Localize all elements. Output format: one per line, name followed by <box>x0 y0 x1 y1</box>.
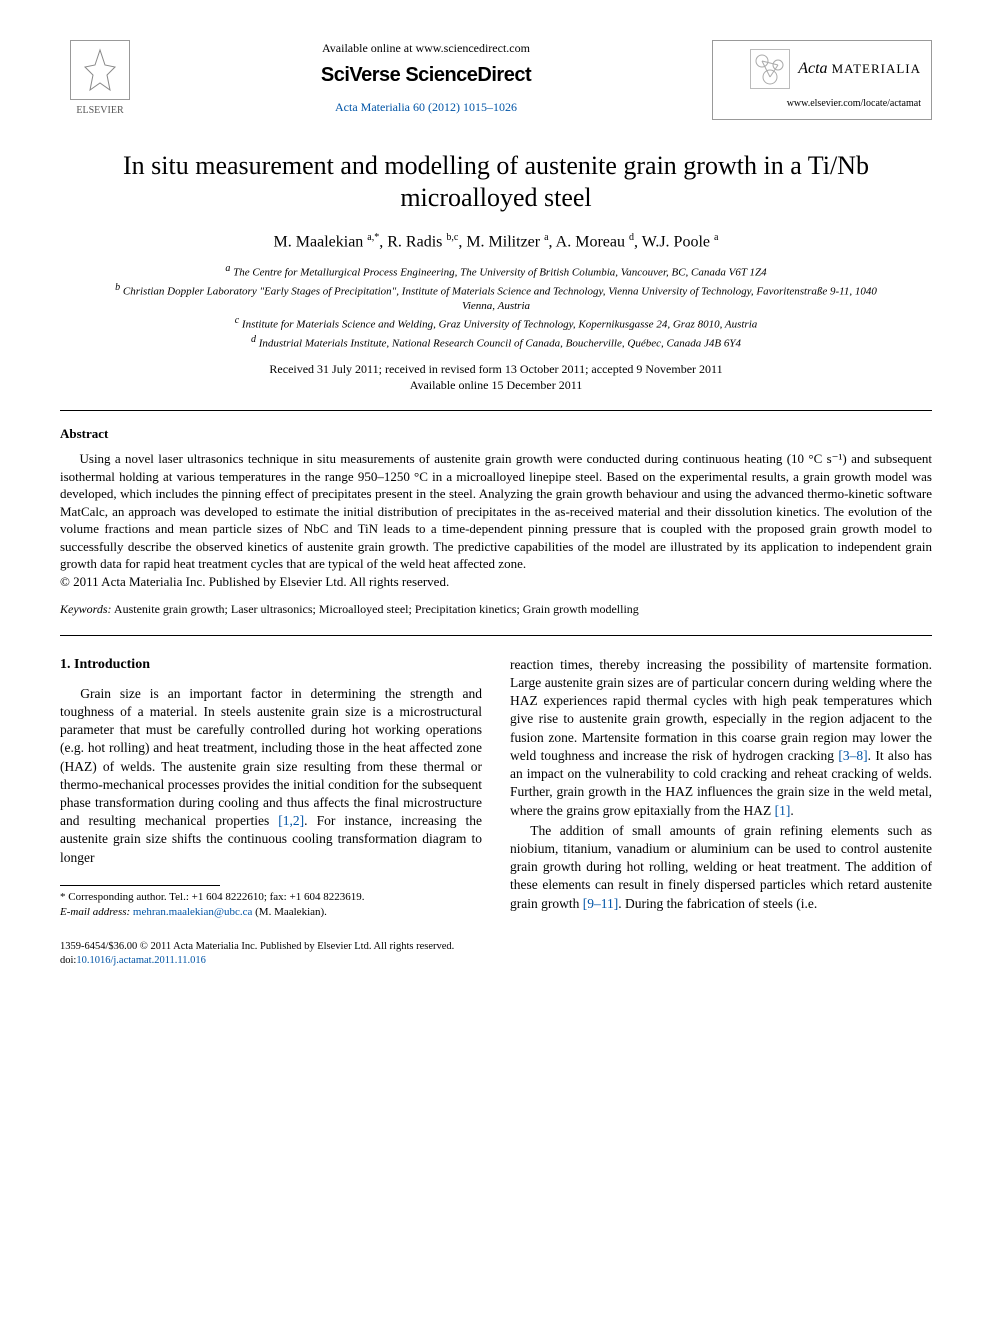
doi-label: doi: <box>60 955 76 966</box>
section-1-heading: 1. Introduction <box>60 656 482 675</box>
journal-name-italic: Acta <box>798 60 827 77</box>
elsevier-tree-icon <box>70 40 130 100</box>
page-footer: 1359-6454/$36.00 © 2011 Acta Materialia … <box>60 940 932 968</box>
affiliations-block: a The Centre for Metallurgical Process E… <box>60 262 932 351</box>
citation-9-11[interactable]: [9–11] <box>583 896 619 911</box>
keywords-line: Keywords: Austenite grain growth; Laser … <box>60 601 932 617</box>
journal-graphic-icon <box>750 49 790 89</box>
footnote-rule <box>60 885 220 886</box>
available-online-text: Available online at www.sciencedirect.co… <box>160 40 692 56</box>
journal-reference-link[interactable]: Acta Materialia 60 (2012) 1015–1026 <box>160 99 692 115</box>
email-tail: (M. Maalekian). <box>252 906 327 918</box>
column-left: 1. Introduction Grain size is an importa… <box>60 656 482 920</box>
body-columns: 1. Introduction Grain size is an importa… <box>60 656 932 920</box>
abstract-heading: Abstract <box>60 425 932 443</box>
corr-author-line: * Corresponding author. Tel.: +1 604 822… <box>60 890 482 905</box>
abstract-text: Using a novel laser ultrasonics techniqu… <box>60 451 932 571</box>
corresponding-footnote: * Corresponding author. Tel.: +1 604 822… <box>60 890 482 920</box>
authors-line: M. Maalekian a,*, R. Radis b,c, M. Milit… <box>60 231 932 253</box>
intro-para-2: The addition of small amounts of grain r… <box>510 822 932 913</box>
citation-1b[interactable]: [1] <box>775 803 791 818</box>
affiliation-a: The Centre for Metallurgical Process Eng… <box>233 267 767 279</box>
intro-para-1-cont: reaction times, thereby increasing the p… <box>510 656 932 820</box>
citation-3-8[interactable]: [3–8] <box>838 748 867 763</box>
rule-bottom <box>60 635 932 636</box>
elsevier-label: ELSEVIER <box>60 104 140 118</box>
keywords-label: Keywords: <box>60 602 112 616</box>
center-header: Available online at www.sciencedirect.co… <box>140 40 712 115</box>
corr-email-link[interactable]: mehran.maalekian@ubc.ca <box>133 906 252 918</box>
affiliation-c: Institute for Materials Science and Weld… <box>242 319 757 331</box>
column-right: reaction times, thereby increasing the p… <box>510 656 932 920</box>
journal-name: Acta MATERIALIA <box>798 58 921 80</box>
rule-top <box>60 410 932 411</box>
footer-copyright: 1359-6454/$36.00 © 2011 Acta Materialia … <box>60 940 932 954</box>
journal-logo-box: Acta MATERIALIA www.elsevier.com/locate/… <box>712 40 932 120</box>
journal-url[interactable]: www.elsevier.com/locate/actamat <box>723 97 921 111</box>
online-date: Available online 15 December 2011 <box>60 377 932 393</box>
keywords-text: Austenite grain growth; Laser ultrasonic… <box>114 602 639 616</box>
received-date: Received 31 July 2011; received in revis… <box>60 361 932 377</box>
sciverse-brand: SciVerse ScienceDirect <box>160 62 692 89</box>
citation-1-2[interactable]: [1,2] <box>278 813 304 828</box>
article-title: In situ measurement and modelling of aus… <box>100 150 892 215</box>
affiliation-d: Industrial Materials Institute, National… <box>259 337 741 349</box>
article-dates: Received 31 July 2011; received in revis… <box>60 361 932 393</box>
email-label: E-mail address: <box>60 906 130 918</box>
abstract-copyright: © 2011 Acta Materialia Inc. Published by… <box>60 573 449 591</box>
elsevier-logo: ELSEVIER <box>60 40 140 118</box>
affiliation-b: Christian Doppler Laboratory "Early Stag… <box>123 286 877 313</box>
abstract-body: Using a novel laser ultrasonics techniqu… <box>60 450 932 590</box>
journal-name-smallcaps: MATERIALIA <box>832 61 921 76</box>
doi-link[interactable]: 10.1016/j.actamat.2011.11.016 <box>76 955 206 966</box>
page-header: ELSEVIER Available online at www.science… <box>60 40 932 120</box>
intro-para-1: Grain size is an important factor in det… <box>60 685 482 867</box>
